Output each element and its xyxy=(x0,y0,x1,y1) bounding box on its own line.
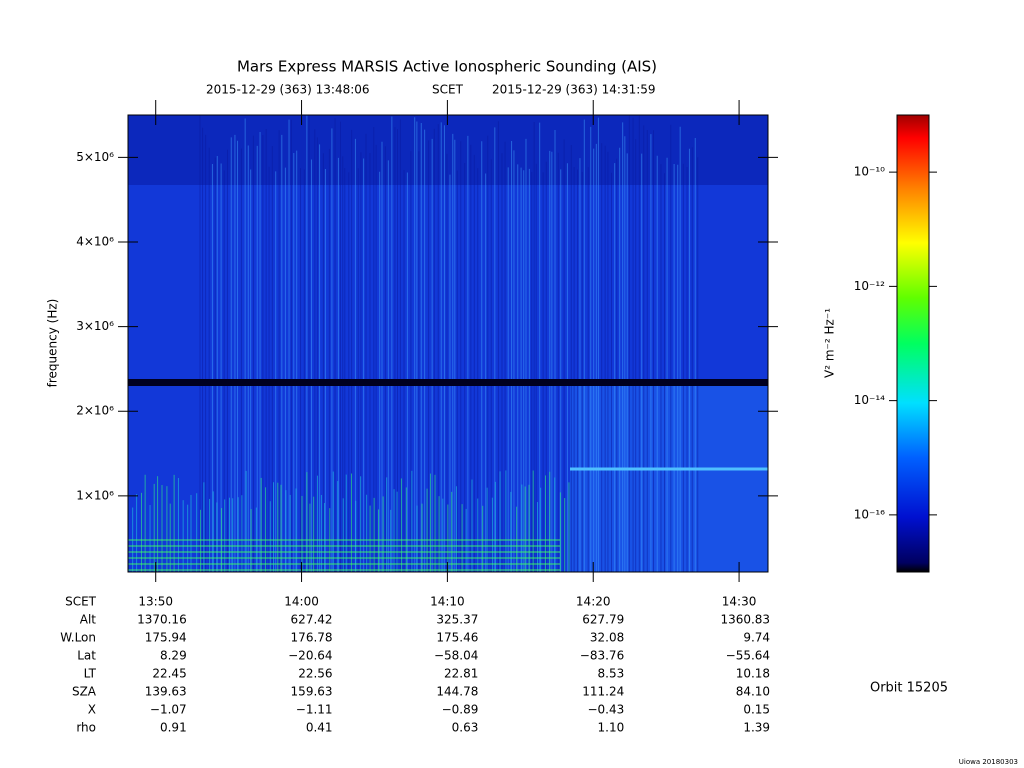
colorbar-tick-label: 10⁻¹⁶ xyxy=(854,507,885,521)
ephemeris-value: 14:00 xyxy=(284,595,319,609)
ephemeris-value: 22.81 xyxy=(444,667,478,681)
ephemeris-row-label: LT xyxy=(84,667,97,681)
ephemeris-value: −55.64 xyxy=(726,649,770,663)
ephemeris-value: 175.94 xyxy=(145,631,187,645)
ephemeris-value: 32.08 xyxy=(590,631,624,645)
ephemeris-value: 14:10 xyxy=(430,595,465,609)
colorbar-tick-label: 10⁻¹² xyxy=(854,279,885,293)
ephemeris-value: 1.10 xyxy=(598,721,625,735)
ephemeris-value: 1370.16 xyxy=(137,613,187,627)
ephemeris-value: −0.43 xyxy=(587,703,624,717)
ephemeris-row-label: X xyxy=(88,703,96,717)
ephemeris-value: 13:50 xyxy=(138,595,173,609)
ephemeris-value: 139.63 xyxy=(145,685,187,699)
ephemeris-value: 0.15 xyxy=(743,703,770,717)
ephemeris-value: −58.04 xyxy=(434,649,478,663)
plot-frame xyxy=(127,114,769,573)
y-tick-label: 4×10⁶ xyxy=(76,234,114,248)
ephemeris-value: 8.29 xyxy=(160,649,187,663)
y-tick-label: 1×10⁶ xyxy=(76,488,114,502)
ephemeris-value: 144.78 xyxy=(436,685,478,699)
ephemeris-value: 0.41 xyxy=(306,721,333,735)
y-axis-label: frequency (Hz) xyxy=(46,299,60,388)
chart-title: Mars Express MARSIS Active Ionospheric S… xyxy=(237,58,657,76)
ephemeris-value: 111.24 xyxy=(582,685,624,699)
subtitle-end: 2015-12-29 (363) 14:31:59 xyxy=(492,83,656,97)
y-tick-label: 2×10⁶ xyxy=(76,404,114,418)
subtitle-scet: SCET xyxy=(432,83,464,97)
colorbar xyxy=(896,114,930,573)
ephemeris-value: 1360.83 xyxy=(720,613,770,627)
ephemeris-value: −0.89 xyxy=(442,703,479,717)
colorbar-label: V² m⁻² Hz⁻¹ xyxy=(823,308,837,378)
ephemeris-value: 159.63 xyxy=(291,685,333,699)
ephemeris-value: 84.10 xyxy=(736,685,770,699)
ephemeris-value: −20.64 xyxy=(288,649,332,663)
ephemeris-value: 22.45 xyxy=(152,667,186,681)
ephemeris-value: 175.46 xyxy=(436,631,478,645)
ephemeris-value: −83.76 xyxy=(580,649,624,663)
ephemeris-value: 10.18 xyxy=(736,667,770,681)
spectrogram-low xyxy=(570,385,768,572)
ephemeris-value: 14:20 xyxy=(576,595,611,609)
ephemeris-row-label: Lat xyxy=(77,649,96,663)
ephemeris-row-label: W.Lon xyxy=(60,631,96,645)
ephemeris-value: 325.37 xyxy=(436,613,478,627)
subtitle-start: 2015-12-29 (363) 13:48:06 xyxy=(206,83,370,97)
y-tick-label: 5×10⁶ xyxy=(76,150,114,164)
ephemeris-value: 9.74 xyxy=(743,631,770,645)
ephemeris-value: −1.07 xyxy=(150,703,187,717)
ephemeris-value: 0.91 xyxy=(160,721,187,735)
ephemeris-row-label: rho xyxy=(76,721,96,735)
spectrogram-dark-band xyxy=(128,379,768,386)
ephemeris-value: −1.11 xyxy=(296,703,333,717)
ephemeris-value: 14:30 xyxy=(722,595,757,609)
ephemeris-value: 627.79 xyxy=(582,613,624,627)
y-tick-label: 3×10⁶ xyxy=(76,319,114,333)
footer: Uiowa 20180303 xyxy=(959,758,1018,766)
ephemeris-value: 8.53 xyxy=(598,667,625,681)
spectrogram xyxy=(127,115,768,572)
ephemeris-row-label: SCET xyxy=(65,595,97,609)
colorbar-tick-label: 10⁻¹⁴ xyxy=(854,393,885,407)
ephemeris-row-label: Alt xyxy=(80,613,97,627)
ephemeris-value: 176.78 xyxy=(291,631,333,645)
ephemeris-value: 22.56 xyxy=(298,667,332,681)
ephemeris-value: 0.63 xyxy=(452,721,479,735)
colorbar-tick-label: 10⁻¹⁰ xyxy=(854,165,885,179)
ephemeris-value: 627.42 xyxy=(291,613,333,627)
ephemeris-row-label: SZA xyxy=(72,685,97,699)
ephemeris-value: 1.39 xyxy=(743,721,770,735)
orbit: Orbit 15205 xyxy=(870,681,948,696)
